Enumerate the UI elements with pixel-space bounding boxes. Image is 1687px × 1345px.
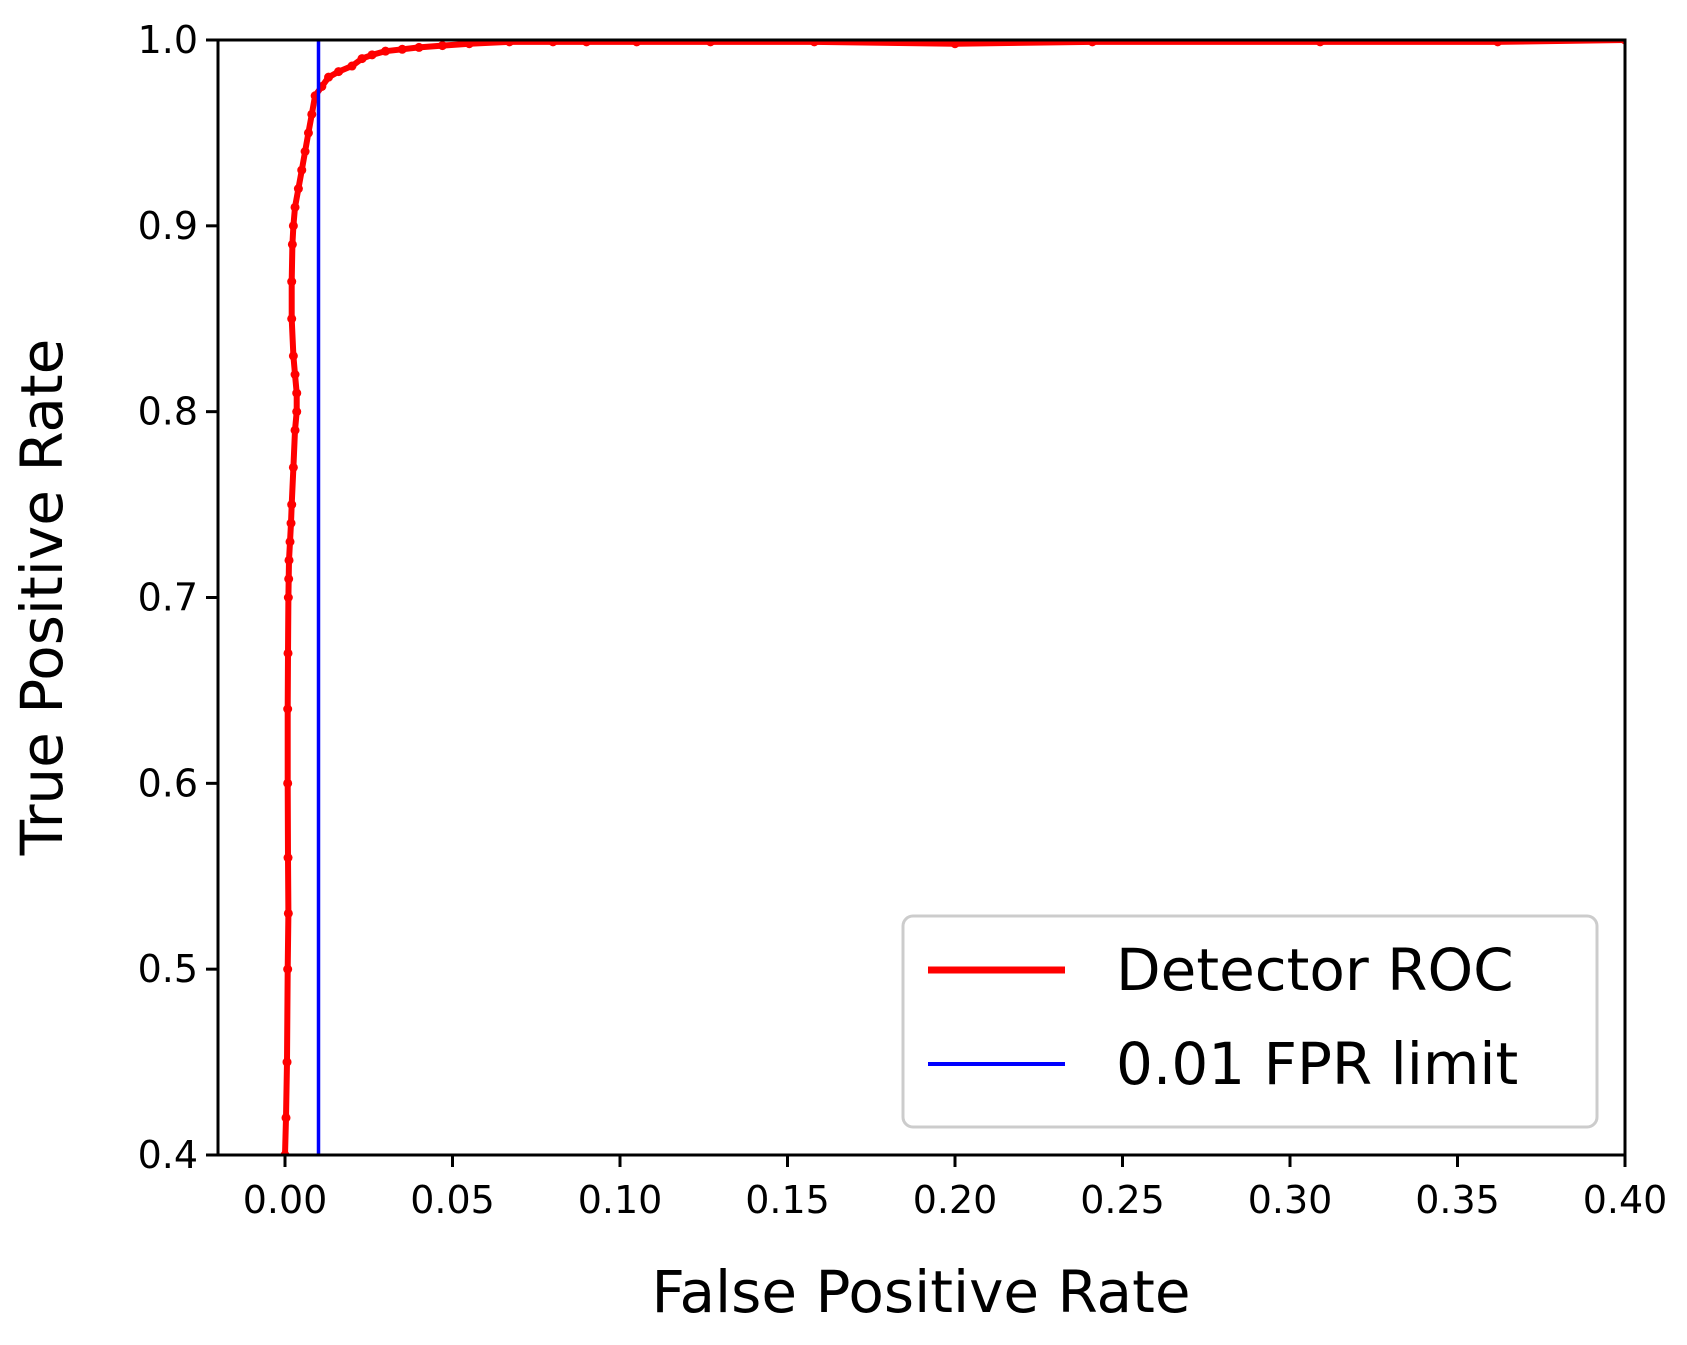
data-point [334,67,344,77]
y-tick-label: 0.9 [138,204,198,248]
data-point [287,314,297,324]
legend-label-fpr-limit: 0.01 FPR limit [1116,1030,1518,1098]
data-point [290,425,300,435]
x-tick-label: 0.40 [1583,1178,1668,1222]
data-point [283,908,293,918]
y-tick-label: 0.7 [138,576,198,620]
data-point [582,40,591,47]
data-point [292,407,302,417]
y-tick-label: 0.5 [138,947,198,991]
data-point [283,593,293,602]
data-point [297,165,307,175]
y-axis-label: True Positive Rate [8,339,76,857]
series-layer [280,40,1625,1155]
data-point [292,388,302,398]
series-line-detector-roc [282,40,1625,1155]
data-point [950,40,960,49]
x-tick-label: 0.25 [1080,1178,1165,1222]
x-axis-label: False Positive Rate [651,1258,1190,1326]
y-tick-label: 1.0 [138,18,198,62]
data-point [632,40,642,47]
data-point [1315,40,1325,47]
data-point [414,42,424,52]
y-tick-label: 0.6 [138,761,198,805]
data-point [464,40,474,49]
data-point [286,518,296,528]
x-tick-label: 0.15 [745,1178,830,1222]
x-tick-label: 0.20 [913,1178,998,1222]
data-point [293,184,303,194]
data-point [437,41,447,51]
data-point [288,462,298,472]
data-point [285,537,295,547]
data-point [809,40,819,47]
data-point [284,555,294,565]
y-axis-ticks: 0.4 0.5 0.6 0.7 0.8 0.9 1.0 [138,18,218,1177]
data-point [283,648,293,658]
data-point [287,500,297,510]
data-point [283,704,293,714]
data-point [281,1113,291,1123]
data-point [283,964,293,974]
data-point [288,221,298,231]
x-axis-ticks: 0.00 0.05 0.10 0.15 0.20 0.25 0.30 0.35 0.40 [243,1155,1668,1222]
data-point [303,128,313,138]
data-point [357,54,367,64]
data-point [1493,40,1503,47]
data-point [307,109,317,119]
data-point [287,277,297,287]
x-tick-label: 0.05 [410,1178,495,1222]
data-point [367,50,377,60]
y-tick-label: 0.8 [138,390,198,434]
x-tick-label: 0.35 [1415,1178,1500,1222]
x-tick-label: 0.00 [243,1178,328,1222]
data-point [284,574,294,584]
legend-label-detector-roc: Detector ROC [1116,936,1514,1004]
data-point [705,40,715,47]
data-point [290,370,300,379]
data-point [1087,40,1097,47]
data-point [381,46,390,56]
data-point [347,61,357,71]
data-point [300,147,310,156]
data-point [283,778,293,788]
y-tick-label: 0.4 [138,1133,198,1177]
data-point [287,239,297,249]
x-tick-label: 0.30 [1248,1178,1333,1222]
data-point [290,202,300,212]
x-tick-label: 0.10 [578,1178,663,1222]
data-point [283,853,293,863]
legend-box [901,914,1599,1129]
legend: Detector ROC 0.01 FPR limit [901,914,1599,1129]
data-point [504,40,514,47]
data-point [282,1057,292,1067]
data-point [548,40,558,47]
data-point [324,72,334,82]
data-point [397,44,407,54]
data-point [288,351,298,361]
